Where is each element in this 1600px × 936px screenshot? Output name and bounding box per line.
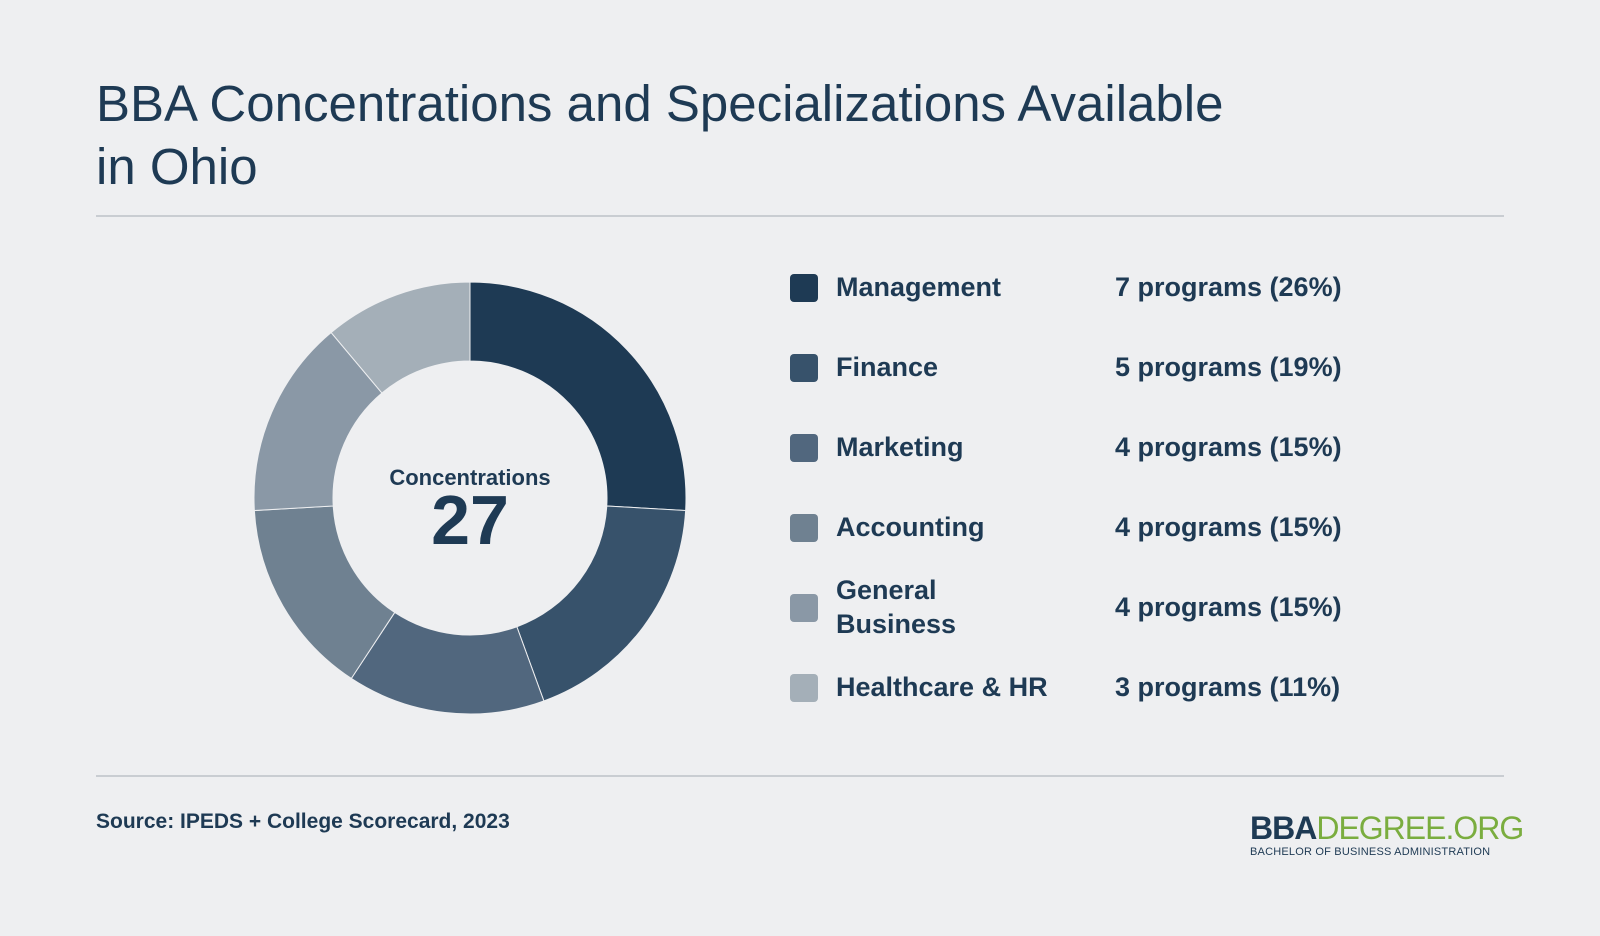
logo-wordmark: BBADEGREE.ORG <box>1250 810 1524 846</box>
legend-item-accounting: Accounting 4 programs (15%) <box>790 487 1410 567</box>
legend-value: 5 programs (19%) <box>1115 351 1342 382</box>
logo-degree-org: DEGREE.ORG <box>1316 810 1524 846</box>
legend-label: Healthcare & HR <box>836 672 1048 702</box>
donut-slice-management <box>469 281 687 512</box>
legend-swatch <box>790 514 818 542</box>
chart-legend: Management 7 programs (26%) Finance 5 progr… <box>790 247 1410 727</box>
legend-value: 7 programs (26%) <box>1115 271 1342 302</box>
legend-label: General Business <box>836 575 957 639</box>
page-title: BBA Concentrations and Specializations A… <box>96 75 1224 195</box>
legend-label: Finance <box>836 352 939 382</box>
legend-item-finance: Finance 5 programs (19%) <box>790 327 1410 407</box>
legend-value: 4 programs (15%) <box>1115 591 1342 622</box>
donut-slice-healthcare-hr <box>330 281 471 394</box>
legend-item-general-business: General Business 4 programs (15%) <box>790 567 1410 647</box>
donut-chart <box>253 281 687 715</box>
legend-item-management: Management 7 programs (26%) <box>790 247 1410 327</box>
legend-swatch <box>790 674 818 702</box>
legend-swatch <box>790 354 818 382</box>
legend-swatch <box>790 274 818 302</box>
logo-tagline: BACHELOR OF BUSINESS ADMINISTRATION <box>1250 846 1491 858</box>
legend-value: 3 programs (11%) <box>1115 671 1341 702</box>
source-note: Source: IPEDS + College Scorecard, 2023 <box>96 810 510 833</box>
legend-value: 4 programs (15%) <box>1115 511 1342 542</box>
donut-slices <box>253 281 687 715</box>
center-total: 27 <box>431 481 509 559</box>
legend-item-healthcare-hr: Healthcare & HR 3 programs (11%) <box>790 647 1410 727</box>
logo-bba: BBA <box>1250 810 1317 846</box>
legend-swatch <box>790 594 818 622</box>
legend-value: 4 programs (15%) <box>1115 431 1342 462</box>
legend-item-marketing: Marketing 4 programs (15%) <box>790 407 1410 487</box>
bottom-divider <box>96 775 1504 777</box>
top-divider <box>96 215 1504 217</box>
bbadegree-logo: BBADEGREE.ORG BACHELOR OF BUSINESS ADMIN… <box>1250 810 1524 862</box>
legend-swatch <box>790 434 818 462</box>
legend-label: Marketing <box>836 432 964 462</box>
legend-label: Management <box>836 272 1002 302</box>
legend-label: Accounting <box>836 512 985 542</box>
center-label: Concentrations <box>389 465 551 490</box>
